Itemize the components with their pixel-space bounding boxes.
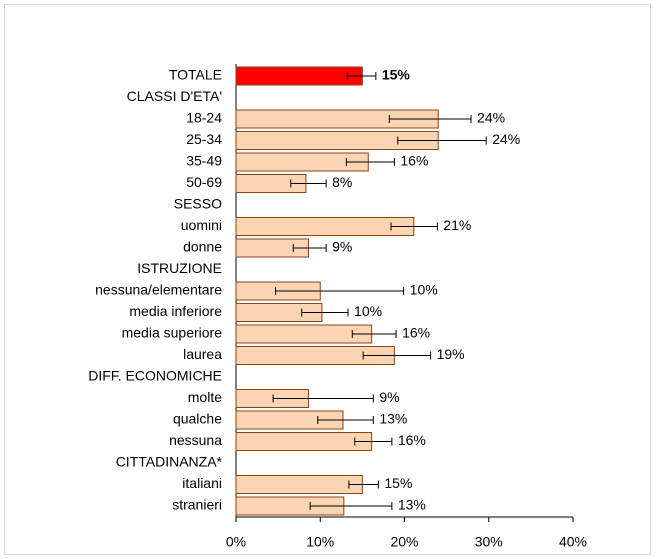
value-label: 8% — [332, 174, 352, 190]
value-label: 19% — [437, 346, 465, 362]
bar — [235, 324, 373, 344]
value-label: 9% — [332, 239, 352, 255]
bar — [235, 432, 373, 451]
category-label: TOTALE — [169, 67, 222, 83]
category-label: ISTRUZIONE — [137, 260, 222, 276]
value-label: 24% — [492, 131, 520, 147]
category-label: laurea — [183, 346, 222, 362]
value-label: 10% — [354, 303, 382, 319]
value-label: 16% — [398, 432, 426, 448]
value-label: 24% — [477, 110, 505, 126]
value-label: 10% — [410, 282, 438, 298]
x-tick-label: 0% — [226, 534, 246, 550]
x-tick-label: 10% — [306, 534, 334, 550]
category-label: SESSO — [174, 196, 222, 212]
category-label: nessuna/elementare — [95, 282, 222, 298]
x-tick-label: 40% — [559, 534, 587, 550]
category-label: media superiore — [122, 325, 223, 341]
bar — [235, 66, 363, 86]
category-label: donne — [183, 239, 222, 255]
category-label: CITTADINANZA* — [116, 454, 223, 470]
value-label: 9% — [379, 389, 399, 405]
category-label: 25-34 — [186, 131, 222, 147]
category-label: italiani — [182, 475, 222, 491]
category-label: molte — [188, 389, 222, 405]
value-label: 21% — [443, 217, 471, 233]
category-label: CLASSI D'ETA' — [127, 88, 222, 104]
value-label: 15% — [384, 475, 412, 491]
category-label: 18-24 — [186, 110, 222, 126]
category-label: qualche — [173, 411, 222, 427]
category-label: nessuna — [169, 432, 222, 448]
category-label: 35-49 — [186, 153, 222, 169]
frame — [4, 4, 651, 555]
bar — [235, 217, 415, 236]
x-tick-label: 20% — [390, 534, 418, 550]
category-label: 50-69 — [186, 174, 222, 190]
value-label: 16% — [402, 325, 430, 341]
category-label: media inferiore — [129, 303, 222, 319]
value-label: 16% — [400, 153, 428, 169]
value-label: 13% — [398, 497, 426, 513]
category-label: stranieri — [172, 497, 222, 513]
x-tick-label: 30% — [475, 534, 503, 550]
bar — [235, 475, 363, 494]
category-label: uomini — [181, 217, 222, 233]
value-label: 15% — [382, 67, 411, 83]
value-label: 13% — [379, 411, 407, 427]
category-label: DIFF. ECONOMICHE — [88, 368, 222, 384]
